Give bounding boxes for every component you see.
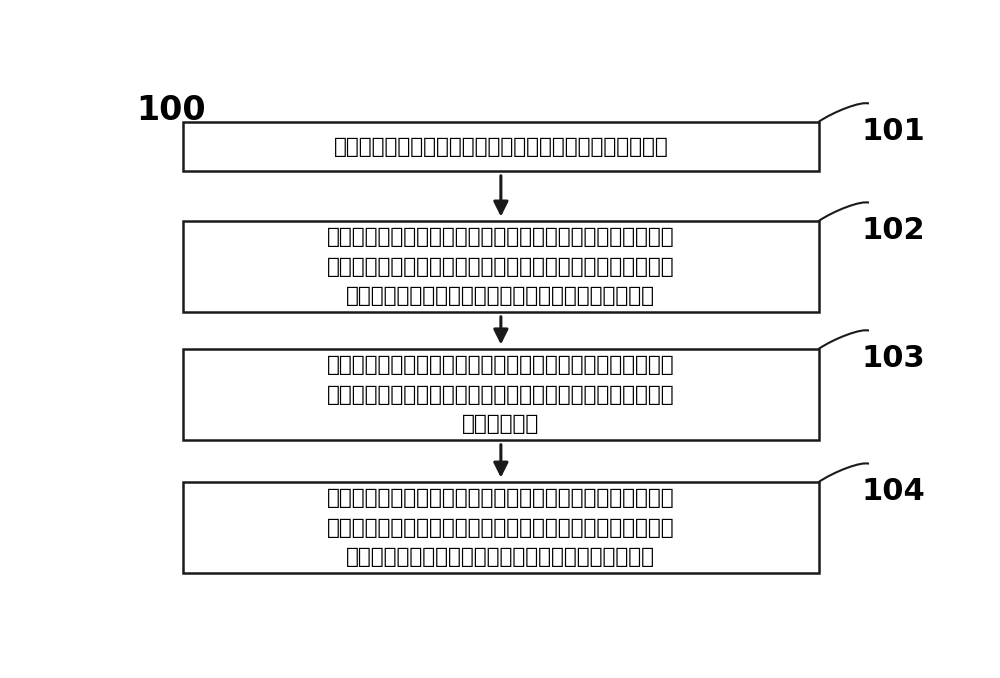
Text: 104: 104 <box>861 477 925 506</box>
Text: 建立包括阻波器、高压试验电源和试验线段的电路仿真模型: 建立包括阻波器、高压试验电源和试验线段的电路仿真模型 <box>334 137 668 157</box>
Text: 102: 102 <box>861 216 925 245</box>
Bar <box>183 221 819 313</box>
Text: 103: 103 <box>861 344 925 373</box>
Text: 101: 101 <box>861 117 925 146</box>
Text: 若所述阻波器在不同工作频率下的衰减量均大于等于预设的衰
减量阈值，则确定阻波器的当前的电容值为阻波器的电容最优
值，确定阻波器的当前的电感值为阻波器的电感最优值: 若所述阻波器在不同工作频率下的衰减量均大于等于预设的衰 减量阈值，则确定阻波器的… <box>327 488 675 567</box>
Bar <box>183 349 819 440</box>
Bar <box>183 482 819 574</box>
Text: 基于所述电路仿真模型，向所述试验线段的预设位置处注入幅
值相等且频率不同的正弦波电流，分别获取在不同的阻波器工
作频率下从所述阻波器流出至高压试验电源的电流幅值: 基于所述电路仿真模型，向所述试验线段的预设位置处注入幅 值相等且频率不同的正弦波… <box>327 227 675 306</box>
Text: 根据在不同的阻波器工作频率下从所述阻波器流出至高压试验
电源的电流幅值，分别计算所述阻波器在不同的阻波器工作频
率下的衰减量: 根据在不同的阻波器工作频率下从所述阻波器流出至高压试验 电源的电流幅值，分别计算… <box>327 355 675 434</box>
Bar <box>183 122 819 172</box>
Text: 100: 100 <box>137 94 206 127</box>
